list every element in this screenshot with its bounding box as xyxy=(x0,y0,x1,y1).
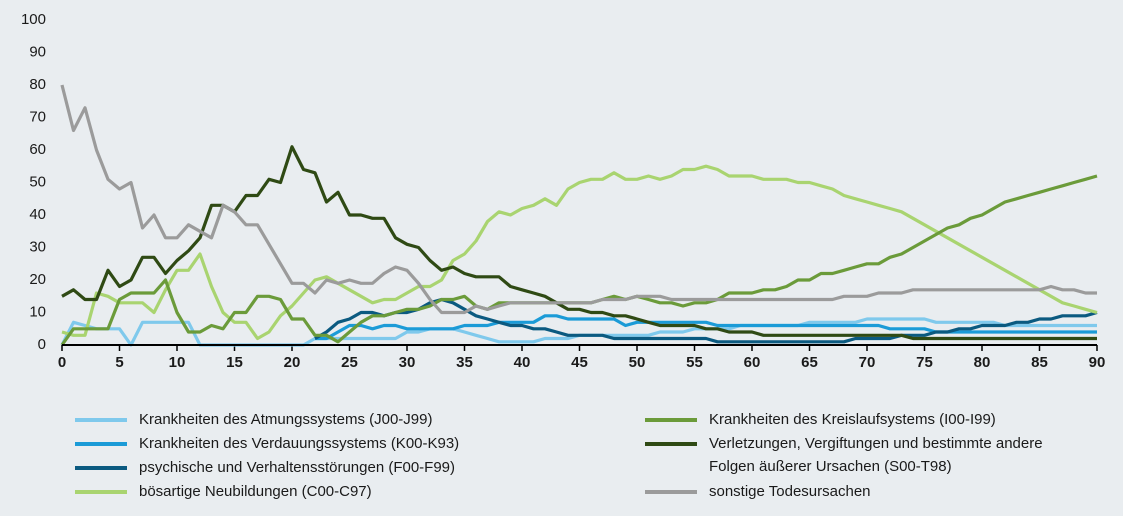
x-tick-label: 35 xyxy=(456,354,473,371)
x-tick-label: 55 xyxy=(686,354,703,371)
y-tick-label: 50 xyxy=(29,173,46,190)
x-tick-label: 45 xyxy=(571,354,588,371)
legend-item: Krankheiten des Kreislaufsystems (I00-I9… xyxy=(645,408,1099,431)
legend-item: bösartige Neubildungen (C00-C97) xyxy=(75,480,529,503)
chart: 0 10 20 30 40 50 60 70 80 90 100 0 5 10 15 20 25 30 35 40 45… xyxy=(21,11,1106,371)
legend-label: Krankheiten des Kreislaufsystems (I00-I9… xyxy=(709,411,996,428)
legend-swatch xyxy=(75,442,127,446)
y-tick-label: 100 xyxy=(21,11,46,28)
x-tick-label: 15 xyxy=(226,354,243,371)
legend-swatch xyxy=(75,418,127,422)
legend-label: sonstige Todesursachen xyxy=(709,483,871,500)
x-tick-label: 60 xyxy=(744,354,761,371)
legend-item: Verletzungen, Vergiftungen und bestimmte… xyxy=(645,432,1089,478)
legend-label: Verletzungen, Vergiftungen und bestimmte… xyxy=(709,435,1043,475)
y-tick-label: 60 xyxy=(29,141,46,158)
legend-label: bösartige Neubildungen (C00-C97) xyxy=(139,483,372,500)
y-tick-label: 70 xyxy=(29,108,46,125)
y-tick-label: 20 xyxy=(29,271,46,288)
series-line xyxy=(60,84,1097,315)
series-line xyxy=(315,314,1097,341)
x-tick-label: 80 xyxy=(974,354,991,371)
legend-item: sonstige Todesursachen xyxy=(645,480,1099,503)
x-tick-label: 40 xyxy=(514,354,531,371)
x-tick-label: 75 xyxy=(916,354,933,371)
x-tick-label: 85 xyxy=(1031,354,1048,371)
x-tick-label: 0 xyxy=(58,354,66,371)
y-tick-label: 90 xyxy=(29,43,46,60)
legend-swatch xyxy=(75,490,127,494)
legend-item: Krankheiten des Atmungssystems (J00-J99) xyxy=(75,408,529,431)
legend-swatch xyxy=(75,466,127,470)
series-line xyxy=(61,145,1097,341)
x-tick-label: 70 xyxy=(859,354,876,371)
legend-label: psychische und Verhaltensstörungen (F00-… xyxy=(139,459,456,476)
y-tick-label: 80 xyxy=(29,76,46,93)
legend-swatch xyxy=(645,418,697,422)
x-tick-label: 90 xyxy=(1089,354,1106,371)
legend-swatch xyxy=(645,442,697,446)
x-tick-label: 25 xyxy=(341,354,358,371)
y-tick-label: 40 xyxy=(29,206,46,223)
x-tick-label: 30 xyxy=(399,354,416,371)
legend-item: psychische und Verhaltensstörungen (F00-… xyxy=(75,456,529,479)
x-tick-label: 10 xyxy=(169,354,186,371)
legend-item: Krankheiten des Verdauungssystems (K00-K… xyxy=(75,432,529,455)
x-tick-label: 50 xyxy=(629,354,646,371)
legend-swatch xyxy=(645,490,697,494)
legend-label: Krankheiten des Verdauungssystems (K00-K… xyxy=(139,435,460,452)
y-tick-label: 0 xyxy=(38,336,46,353)
x-tick-label: 20 xyxy=(284,354,301,371)
x-tick-label: 5 xyxy=(115,354,123,371)
y-tick-label: 10 xyxy=(29,303,46,320)
x-tick-label: 65 xyxy=(801,354,818,371)
y-tick-label: 30 xyxy=(29,238,46,255)
legend-label: Krankheiten des Atmungssystems (J00-J99) xyxy=(139,411,433,428)
series-line xyxy=(61,164,1098,341)
